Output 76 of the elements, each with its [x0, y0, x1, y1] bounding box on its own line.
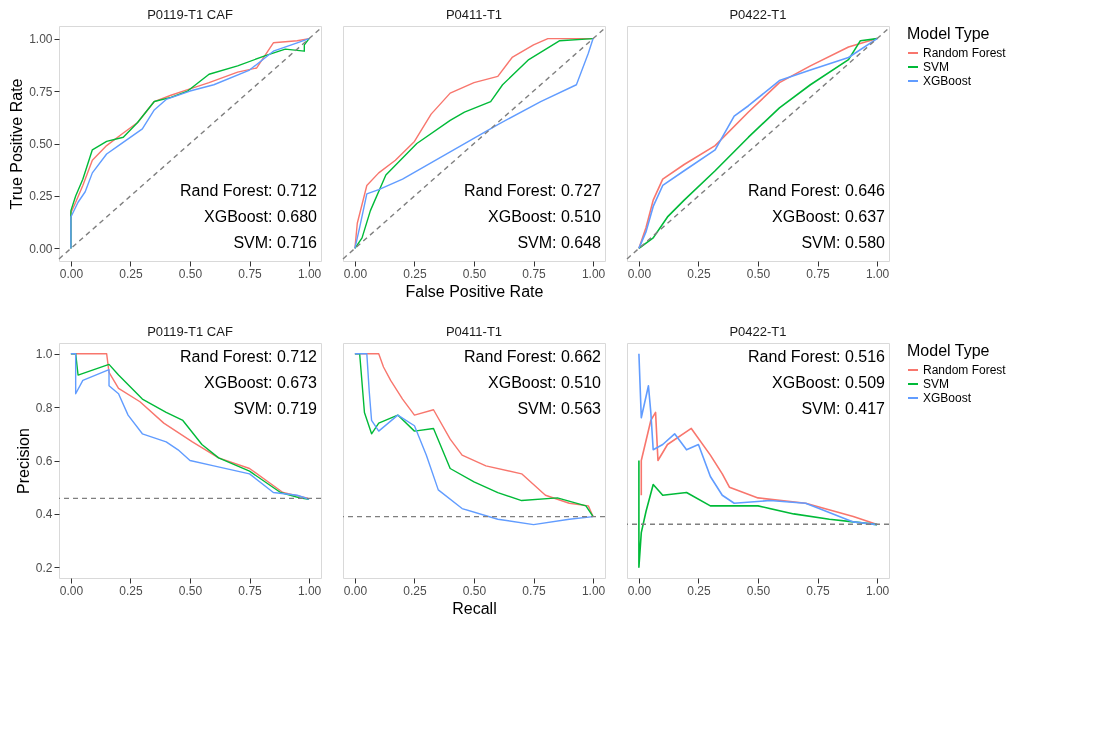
- x-tick-label: 0.00: [343, 583, 368, 598]
- x-tick-label: 0.00: [627, 266, 652, 281]
- x-tick-label: 0.50: [746, 266, 771, 281]
- annotation: SVM: 0.417: [801, 400, 886, 417]
- x-tick-label: 0.25: [687, 583, 711, 598]
- annotation: XGBoost: 0.680: [204, 208, 318, 225]
- annotation: XGBoost: 0.673: [204, 374, 318, 391]
- x-tick-label: 0.75: [522, 266, 547, 281]
- annotation: Rand Forest: 0.516: [748, 348, 886, 365]
- annotation: Rand Forest: 0.662: [464, 348, 602, 365]
- chart-title: P0411-T1: [445, 324, 503, 339]
- y-tick-label: 0.75: [29, 84, 53, 99]
- x-axis-title: Recall: [452, 599, 497, 617]
- x-tick-label: 0.50: [746, 583, 771, 598]
- annotation: XGBoost: 0.509: [772, 374, 886, 391]
- annotation: SVM: 0.563: [517, 400, 602, 417]
- x-tick-label: 0.25: [119, 583, 143, 598]
- y-tick-label: 0.8: [35, 400, 53, 415]
- x-tick-label: 0.75: [238, 266, 263, 281]
- annotation: Rand Forest: 0.712: [180, 182, 318, 199]
- y-tick-label: 0.2: [35, 560, 53, 575]
- x-tick-label: 1.00: [865, 266, 890, 281]
- legend-label: Random Forest: [923, 46, 1007, 60]
- x-tick-label: 0.00: [59, 583, 84, 598]
- x-tick-label: 1.00: [581, 266, 606, 281]
- chart-title: P0119-T1 CAF: [147, 324, 233, 339]
- annotation: XGBoost: 0.510: [488, 208, 602, 225]
- y-tick-label: 0.25: [29, 189, 53, 204]
- x-tick-label: 0.75: [806, 583, 831, 598]
- x-tick-label: 1.00: [581, 583, 606, 598]
- y-tick-label: 0.6: [35, 454, 53, 468]
- x-tick-label: 0.25: [687, 266, 711, 281]
- annotation: Rand Forest: 0.727: [464, 182, 602, 199]
- chart-title: P0422-T1: [729, 324, 787, 339]
- y-axis-title: True Positive Rate: [8, 78, 26, 210]
- x-tick-label: 1.00: [297, 583, 322, 598]
- y-tick-label: 1.0: [35, 347, 53, 362]
- x-tick-label: 1.00: [865, 583, 890, 598]
- annotation: Rand Forest: 0.646: [748, 182, 886, 199]
- x-tick-label: 0.25: [119, 266, 143, 281]
- x-tick-label: 0.50: [462, 583, 487, 598]
- x-tick-label: 0.50: [178, 583, 203, 598]
- x-tick-label: 0.25: [403, 266, 427, 281]
- x-tick-label: 0.75: [238, 583, 263, 598]
- annotation: XGBoost: 0.637: [772, 208, 886, 225]
- x-tick-label: 0.00: [59, 266, 84, 281]
- legend-label: SVM: [923, 60, 950, 74]
- legend-label: XGBoost: [923, 74, 972, 88]
- x-tick-label: 0.00: [343, 266, 368, 281]
- y-axis-title: Precision: [14, 428, 32, 494]
- y-tick-label: 0.50: [29, 137, 53, 151]
- legend-label: SVM: [923, 377, 950, 391]
- chart-title: P0411-T1: [445, 7, 503, 22]
- x-tick-label: 0.75: [522, 583, 547, 598]
- annotation: SVM: 0.648: [517, 234, 602, 251]
- annotation: SVM: 0.716: [233, 234, 318, 251]
- annotation: XGBoost: 0.510: [488, 374, 602, 391]
- annotation: Rand Forest: 0.712: [180, 348, 318, 365]
- x-tick-label: 0.50: [462, 266, 487, 281]
- legend-label: XGBoost: [923, 391, 972, 405]
- legend-title: Model Type: [907, 342, 990, 359]
- x-tick-label: 0.50: [178, 266, 203, 281]
- x-axis-title: False Positive Rate: [405, 282, 544, 300]
- x-tick-label: 0.25: [403, 583, 427, 598]
- annotation: SVM: 0.580: [801, 234, 886, 251]
- x-tick-label: 0.00: [627, 583, 652, 598]
- y-tick-label: 0.4: [35, 507, 53, 522]
- legend-title: Model Type: [907, 25, 990, 42]
- chart-title: P0422-T1: [729, 7, 787, 22]
- y-tick-label: 0.00: [29, 241, 53, 256]
- annotation: SVM: 0.719: [233, 400, 318, 417]
- y-tick-label: 1.00: [29, 32, 53, 47]
- x-tick-label: 1.00: [297, 266, 322, 281]
- chart-title: P0119-T1 CAF: [147, 7, 233, 22]
- legend-label: Random Forest: [923, 363, 1007, 377]
- x-tick-label: 0.75: [806, 266, 831, 281]
